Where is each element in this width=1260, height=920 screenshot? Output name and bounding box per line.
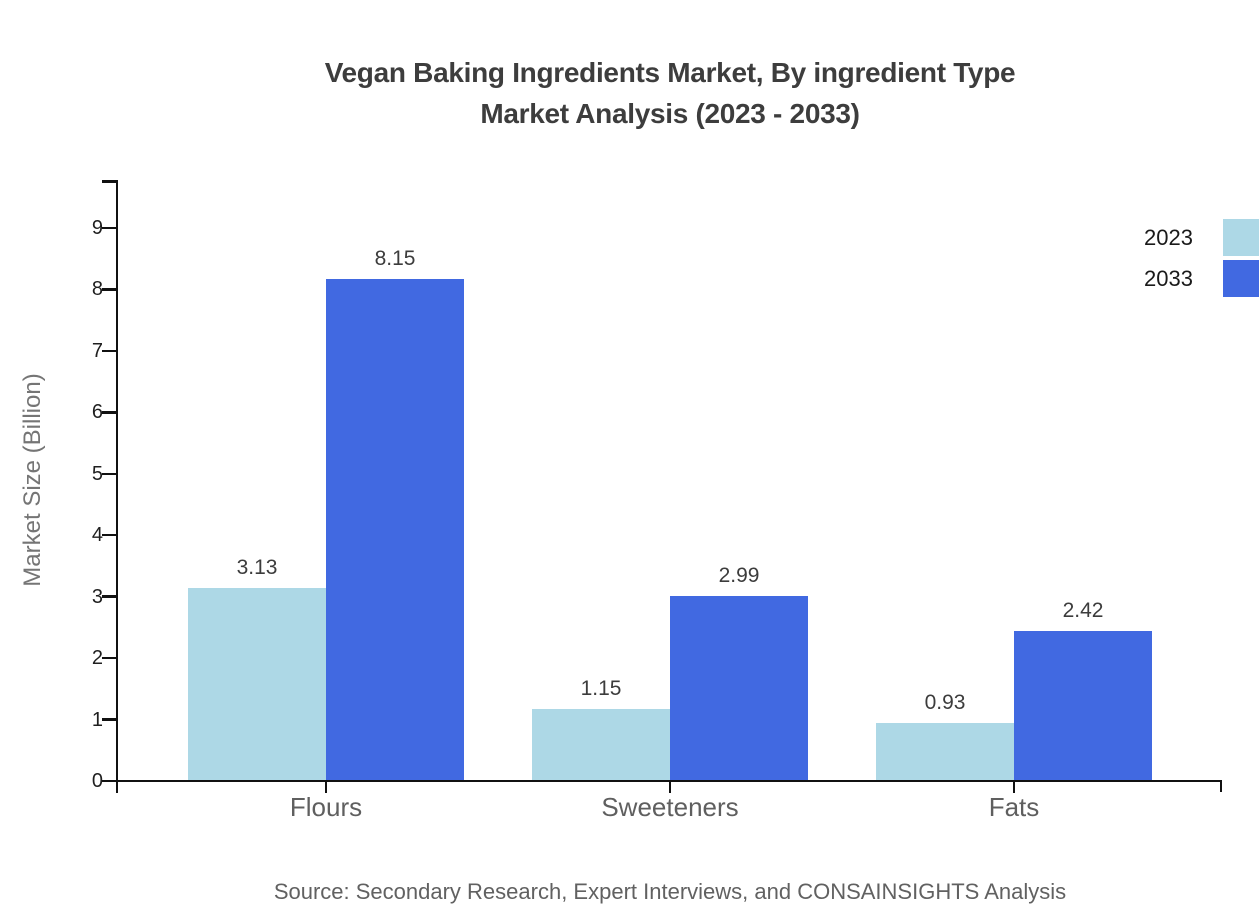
y-tick	[101, 595, 116, 598]
y-tick	[101, 718, 116, 721]
y-axis-top-cap	[101, 180, 116, 183]
y-tick	[101, 779, 116, 783]
legend: 2023 2033	[1133, 219, 1260, 297]
y-tick	[101, 533, 116, 537]
legend-item: 2023	[1133, 219, 1260, 256]
x-axis-end-tick	[1219, 779, 1222, 792]
bar-value-label: 8.15	[374, 247, 416, 271]
y-tick-label: 7	[91, 339, 103, 362]
x-category-label: Flours	[289, 792, 363, 822]
bar-value-label: 0.93	[924, 690, 966, 714]
bar-value-label: 2.99	[718, 564, 760, 588]
y-tick	[101, 349, 116, 353]
y-tick-label: 6	[91, 401, 103, 424]
x-category-label: Fats	[988, 792, 1040, 822]
y-tick-label: 8	[91, 278, 103, 301]
y-tick-label: 1	[91, 708, 103, 731]
y-tick	[101, 288, 116, 291]
bar-value-label: 3.13	[236, 555, 278, 579]
y-tick	[101, 656, 116, 660]
y-tick	[101, 472, 116, 475]
x-tick	[324, 781, 328, 793]
bar-value-label: 2.42	[1062, 599, 1104, 623]
y-tick-label: 4	[91, 524, 103, 547]
y-tick-label: 3	[91, 585, 103, 608]
legend-swatch	[1223, 219, 1259, 256]
title-line-2: Market Analysis (2023 - 2033)	[480, 98, 860, 129]
x-tick	[668, 781, 672, 793]
x-tick	[1012, 781, 1016, 793]
bar-2033-sweeteners	[670, 596, 808, 780]
title-line-1: Vegan Baking Ingredients Market, By ingr…	[324, 57, 1016, 88]
bar-2023-flours	[188, 587, 326, 780]
bar-2023-sweeteners	[532, 709, 670, 780]
legend-label: 2023	[1144, 224, 1193, 250]
chart-title: Vegan Baking Ingredients Market, By ingr…	[90, 52, 1250, 134]
y-tick	[101, 226, 116, 230]
legend-label: 2033	[1144, 265, 1193, 291]
bar-value-label: 1.15	[580, 677, 622, 701]
y-tick-label: 2	[91, 647, 103, 670]
bar-2033-flours	[326, 279, 464, 780]
legend-swatch	[1223, 260, 1259, 297]
bar-2023-fats	[876, 722, 1014, 780]
bar-2033-fats	[1014, 631, 1152, 780]
legend-item: 2033	[1133, 260, 1260, 297]
y-tick-label: 9	[91, 216, 103, 239]
y-tick	[101, 411, 116, 414]
source-note: Source: Secondary Research, Expert Inter…	[273, 879, 1067, 904]
x-category-label: Sweeteners	[601, 792, 739, 822]
y-tick-label: 0	[91, 770, 103, 792]
y-tick-label: 5	[91, 462, 103, 485]
y-axis-line	[115, 180, 118, 793]
